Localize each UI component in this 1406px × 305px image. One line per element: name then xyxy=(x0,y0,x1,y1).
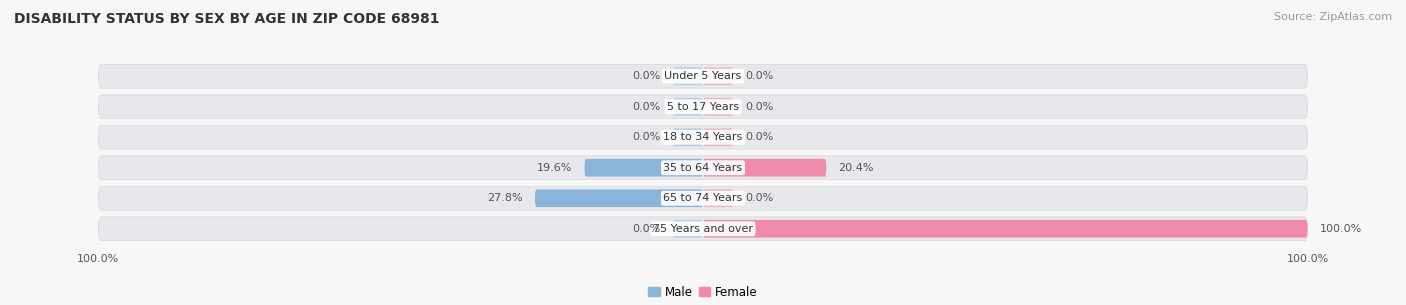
Text: Under 5 Years: Under 5 Years xyxy=(665,71,741,81)
Text: 5 to 17 Years: 5 to 17 Years xyxy=(666,102,740,112)
FancyBboxPatch shape xyxy=(672,128,703,146)
Text: 0.0%: 0.0% xyxy=(745,71,773,81)
Text: 75 Years and over: 75 Years and over xyxy=(652,224,754,234)
Text: 18 to 34 Years: 18 to 34 Years xyxy=(664,132,742,142)
Text: 65 to 74 Years: 65 to 74 Years xyxy=(664,193,742,203)
FancyBboxPatch shape xyxy=(585,159,703,177)
FancyBboxPatch shape xyxy=(98,186,1308,210)
FancyBboxPatch shape xyxy=(98,217,1308,241)
FancyBboxPatch shape xyxy=(703,220,1308,238)
FancyBboxPatch shape xyxy=(98,64,1308,88)
Text: 0.0%: 0.0% xyxy=(633,102,661,112)
Text: 35 to 64 Years: 35 to 64 Years xyxy=(664,163,742,173)
FancyBboxPatch shape xyxy=(98,125,1308,149)
FancyBboxPatch shape xyxy=(703,159,827,177)
Text: 27.8%: 27.8% xyxy=(488,193,523,203)
FancyBboxPatch shape xyxy=(534,189,703,207)
FancyBboxPatch shape xyxy=(703,189,734,207)
FancyBboxPatch shape xyxy=(703,98,734,116)
FancyBboxPatch shape xyxy=(672,98,703,116)
Legend: Male, Female: Male, Female xyxy=(648,286,758,299)
Text: 0.0%: 0.0% xyxy=(745,193,773,203)
FancyBboxPatch shape xyxy=(703,67,734,85)
Text: 0.0%: 0.0% xyxy=(633,71,661,81)
FancyBboxPatch shape xyxy=(672,220,703,238)
FancyBboxPatch shape xyxy=(703,128,734,146)
Text: 0.0%: 0.0% xyxy=(745,102,773,112)
Text: 19.6%: 19.6% xyxy=(537,163,572,173)
Text: 0.0%: 0.0% xyxy=(633,224,661,234)
Text: 0.0%: 0.0% xyxy=(633,132,661,142)
FancyBboxPatch shape xyxy=(98,156,1308,180)
Text: Source: ZipAtlas.com: Source: ZipAtlas.com xyxy=(1274,12,1392,22)
Text: DISABILITY STATUS BY SEX BY AGE IN ZIP CODE 68981: DISABILITY STATUS BY SEX BY AGE IN ZIP C… xyxy=(14,12,440,26)
Text: 20.4%: 20.4% xyxy=(838,163,875,173)
FancyBboxPatch shape xyxy=(98,95,1308,119)
Text: 0.0%: 0.0% xyxy=(745,132,773,142)
Text: 100.0%: 100.0% xyxy=(1320,224,1362,234)
FancyBboxPatch shape xyxy=(672,67,703,85)
